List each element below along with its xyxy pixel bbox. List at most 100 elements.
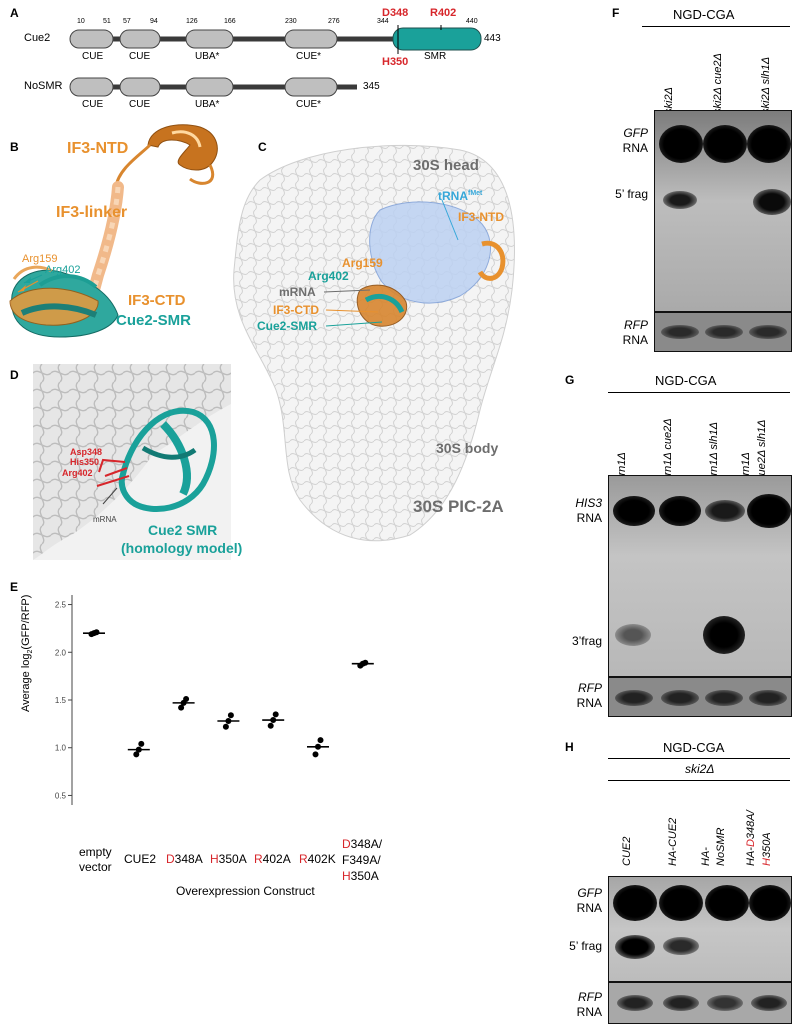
h-lane-label-2: HA-CUE2	[667, 817, 679, 866]
mutation-r402-label: R402	[430, 7, 457, 19]
b-if3-linker-label: IF3-linker	[56, 204, 128, 221]
cue2-cue-domain-2	[119, 29, 161, 49]
f-blot-rfp	[654, 312, 792, 352]
h-lane-4-post: 350A	[761, 832, 773, 859]
domain-label: UBA*	[195, 99, 220, 110]
panel-b-label: B	[10, 140, 19, 154]
e-cat-4-red: H	[210, 852, 219, 866]
position-label: 126	[186, 18, 198, 25]
e-cat-7c-red: H	[342, 869, 351, 883]
c-mrna-label: mRNA	[279, 285, 316, 299]
chart-marks	[83, 629, 374, 758]
e-cat-3-red: D	[166, 852, 175, 866]
f-row-label-gfp: GFP RNA	[598, 126, 648, 156]
position-label: 440	[466, 18, 478, 25]
position-label: 57	[123, 18, 131, 25]
panel-f-label: F	[612, 6, 620, 20]
d-asp348-label: Asp348	[70, 447, 103, 457]
h-lane-4-pre: HA-	[745, 847, 757, 866]
e-cat-7a: 348A/	[350, 837, 383, 851]
e-cat-6: 402K	[307, 852, 336, 866]
f-lane-label-3: ski2Δ slh1Δ	[760, 56, 772, 114]
g-blot-rfp	[608, 677, 792, 717]
e-ylabel-pre: Average log	[20, 653, 32, 712]
panel-c-ribosome-structure	[233, 144, 515, 542]
panel-g-label: G	[565, 373, 575, 387]
c-trna-label: tRNAfMet	[438, 189, 482, 203]
d-active-site-residues	[96, 458, 130, 487]
f-row-label-rfp: RFP RNA	[598, 318, 648, 348]
data-point	[317, 737, 324, 744]
f-row-3a: RFP	[624, 318, 648, 332]
d-his350-label: His350	[70, 457, 100, 467]
y-tick-label: 1.0	[55, 744, 67, 753]
f-row-1b: RNA	[622, 141, 648, 155]
f-row-label-5frag: 5’ frag	[615, 187, 648, 201]
h-row-3b: RNA	[576, 1005, 602, 1019]
data-point	[178, 704, 185, 711]
d-smr-ribbon	[118, 407, 217, 513]
f-header: NGD-CGA	[673, 7, 735, 22]
panel-b-structure	[9, 124, 218, 338]
data-point	[183, 696, 190, 703]
h-row-label-gfp: GFP RNA	[548, 886, 602, 916]
domain-label: CUE*	[296, 51, 322, 62]
h-row-1b: RNA	[576, 901, 602, 915]
if3-ntd-ribbon	[147, 124, 218, 171]
panel-a-domain-diagram	[69, 25, 482, 97]
h-row-label-5frag: 5’ frag	[569, 939, 602, 953]
g-row-3b: RNA	[576, 696, 602, 710]
data-point	[222, 723, 229, 730]
smr-label: SMR	[424, 51, 447, 62]
c-30s-body-label: 30S body	[436, 440, 499, 456]
panel-a-label: A	[10, 6, 19, 20]
g-lane-label-3: xrn1Δ slh1Δ	[708, 422, 720, 481]
f-blot-top	[654, 110, 792, 312]
nosmr-length: 345	[363, 81, 380, 92]
e-cat-7a-red: D	[342, 837, 351, 851]
h-lane-label-3a: HA-	[700, 847, 712, 866]
panel-e-label: E	[10, 580, 19, 594]
e-cat-5: 402A	[262, 852, 291, 866]
f-header-line	[642, 26, 790, 27]
c-arg402-label: Arg402	[308, 269, 349, 283]
f-lane-label-2: ski2Δ cue2Δ	[712, 53, 724, 114]
e-y-axis-label: Average log2(GFP/RFP)	[20, 595, 34, 712]
f-row-1a: GFP	[623, 126, 648, 140]
g-lane-label-2: xrn1Δ cue2Δ	[662, 418, 674, 481]
e-category-h350a: H350A	[210, 852, 247, 866]
g-header-line	[608, 392, 790, 393]
b-arg402-label: Arg402	[45, 264, 81, 276]
data-point	[272, 711, 279, 718]
chart-y-axis: 2.5 2.0 1.5 1.0 0.5	[55, 595, 73, 805]
y-tick-label: 1.5	[55, 696, 67, 705]
g-blot-top	[608, 475, 792, 677]
e-ylabel-post: (GFP/RFP)	[20, 594, 32, 650]
panel-d-label: D	[10, 368, 19, 382]
data-point	[135, 746, 142, 753]
panel-h-label: H	[565, 740, 574, 754]
e-cat-6-red: R	[299, 852, 308, 866]
h-lane-4-mid: 348A/	[745, 810, 757, 840]
e-x-axis-label: Overexpression Construct	[176, 884, 315, 898]
data-point	[93, 629, 100, 636]
domain-label: CUE	[129, 99, 151, 110]
position-label: 276	[328, 18, 340, 25]
d-mrna-label: mRNA	[93, 515, 117, 524]
g-header: NGD-CGA	[655, 373, 717, 388]
g-row-label-his3: HIS3 RNA	[548, 496, 602, 526]
c-arg159-label: Arg159	[342, 256, 383, 270]
mutation-d348-label: D348	[382, 7, 409, 19]
f-row-3b: RNA	[622, 333, 648, 347]
cue2-cue-star-domain	[284, 29, 338, 49]
b-if3-ntd-label: IF3-NTD	[67, 140, 129, 157]
b-cue2-smr-label: Cue2-SMR	[116, 312, 192, 329]
c-if3-ntd-label: IF3-NTD	[458, 210, 504, 224]
mutation-h350-label: H350	[382, 56, 409, 68]
h-lane-label-4b: H350A	[761, 832, 773, 866]
position-label: 94	[150, 18, 158, 25]
e-cat-4: 350A	[218, 852, 247, 866]
y-tick-label: 2.5	[55, 601, 67, 610]
cue2-name: Cue2	[24, 32, 51, 44]
g-row-label-3frag: 3’frag	[571, 634, 602, 648]
